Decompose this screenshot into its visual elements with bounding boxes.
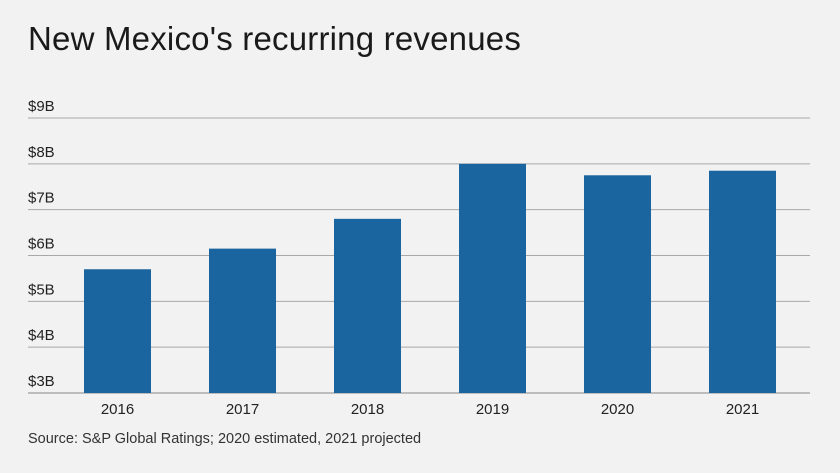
x-tick-label: 2017 xyxy=(226,401,259,418)
x-tick-label: 2016 xyxy=(101,401,134,418)
bar-2019 xyxy=(459,163,526,393)
x-tick-label: 2020 xyxy=(601,401,634,418)
bar-2021 xyxy=(709,170,776,393)
y-axis-tick-labels: $3B $4B $5B $6B $7B $8B $9B xyxy=(28,98,55,390)
x-tick-label: 2019 xyxy=(476,401,509,418)
y-tick-label: $9B xyxy=(28,98,55,115)
y-tick-label: $5B xyxy=(28,281,55,298)
y-tick-label: $6B xyxy=(28,236,55,253)
chart-title: New Mexico's recurring revenues xyxy=(28,20,522,57)
x-axis-tick-labels: 2016 2017 2018 2019 2020 2021 xyxy=(101,401,759,418)
bars xyxy=(84,163,776,393)
bar-2020 xyxy=(584,175,651,393)
x-tick-label: 2021 xyxy=(726,401,759,418)
source-note: Source: S&P Global Ratings; 2020 estimat… xyxy=(28,431,422,447)
y-tick-label: $7B xyxy=(28,190,55,207)
y-tick-label: $3B xyxy=(28,373,55,390)
y-tick-label: $4B xyxy=(28,327,55,344)
gridlines xyxy=(28,117,810,394)
bar-2018 xyxy=(334,218,401,393)
bar-2016 xyxy=(84,269,151,393)
bar-2017 xyxy=(209,248,276,393)
x-tick-label: 2018 xyxy=(351,401,384,418)
y-tick-label: $8B xyxy=(28,144,55,161)
